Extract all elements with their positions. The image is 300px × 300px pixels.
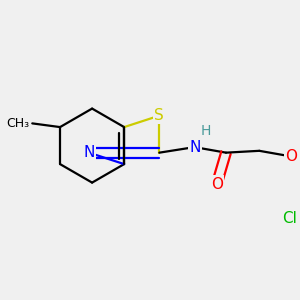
Text: Cl: Cl xyxy=(282,211,297,226)
Text: N: N xyxy=(190,140,201,154)
Text: O: O xyxy=(285,149,297,164)
Text: H: H xyxy=(201,124,211,138)
Text: O: O xyxy=(211,177,223,192)
Text: CH₃: CH₃ xyxy=(7,117,30,130)
Text: S: S xyxy=(154,108,164,123)
Text: N: N xyxy=(83,145,94,160)
